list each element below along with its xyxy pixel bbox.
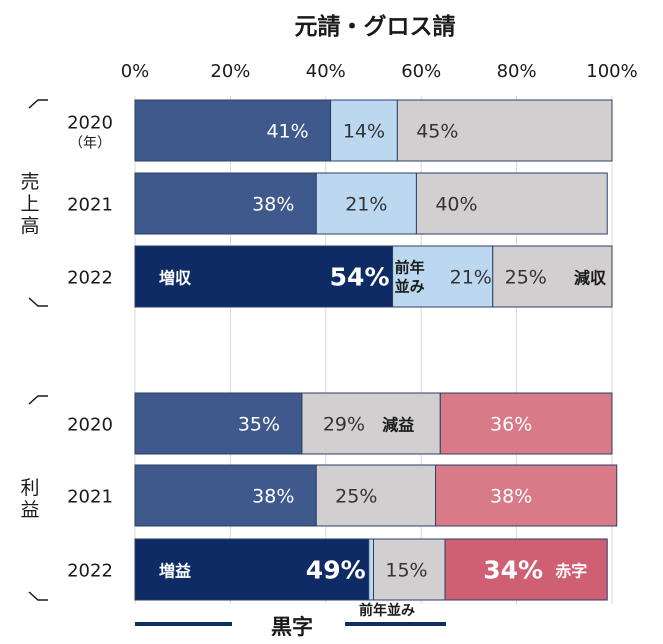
row-year-label: 2020: [67, 415, 113, 436]
bar-value-label: 25%: [505, 267, 547, 289]
group-label-char: 益: [20, 499, 39, 521]
row-year-label: 2022: [67, 561, 113, 582]
bar-value-label: 38%: [252, 194, 294, 216]
bar-value-label: 34%: [483, 556, 543, 585]
bar-segment-maedoshi: [368, 538, 375, 601]
row-labels: 2020 （年） 2021 2022 2020 2021 2022: [67, 113, 113, 582]
bar-value-label: 49%: [306, 556, 366, 585]
bracket-bottom: [28, 591, 48, 601]
bar-value-label: 38%: [490, 486, 532, 508]
bar-value-label: 21%: [450, 267, 492, 289]
bar-segment-gray: [396, 99, 613, 162]
row-year-label: 2021: [67, 487, 113, 508]
bar-tag-label: 増収: [159, 269, 192, 288]
group-label-char: 利: [20, 477, 39, 499]
bar-value-label: 15%: [385, 560, 427, 582]
bar-tag-label: 赤字: [555, 562, 587, 581]
bar-tag-label: 減収: [574, 269, 607, 288]
legend-label-kuroji: 黒字: [271, 615, 313, 639]
legend-label-maedoshi: 前年並み: [359, 602, 415, 619]
bar-value-label: 45%: [416, 121, 458, 143]
bar-segment-gray: [492, 245, 613, 308]
bar-segment-akaji: [444, 538, 608, 601]
bar-value-label: 36%: [490, 414, 532, 436]
group-label-char: 高: [20, 215, 39, 237]
bars: 41% 14% 45% 38% 21% 40% 54% 増収 21% 前年並み 25% 減収 35% 29…: [134, 99, 618, 601]
bottom-legend: 黒字 前年並み: [135, 602, 446, 639]
gridlines: [134, 96, 613, 604]
chart-title: 元請・グロス請: [295, 13, 456, 40]
row-year-label: 2022: [67, 268, 113, 289]
bar-segment-gray: [415, 172, 608, 235]
bar-tag-label: 増益: [159, 562, 191, 581]
bar-segment-kuroji: [134, 245, 394, 308]
x-tick-label: 100%: [586, 61, 637, 82]
x-tick-label: 0%: [121, 61, 150, 82]
bar-segment-kuroji: [134, 464, 317, 527]
x-tick-label: 80%: [497, 61, 537, 82]
bar-segment-maedoshi: [392, 245, 494, 308]
bar-tag-label: 減益: [382, 416, 414, 435]
group-label-char: 売: [20, 171, 39, 193]
row-unit-label: （年）: [69, 136, 111, 152]
bar-tag-label: 前年: [395, 259, 425, 277]
bracket-top: [28, 99, 48, 109]
bar-segment-akaji: [435, 464, 618, 527]
bar-segment-kuroji: [134, 392, 303, 455]
bracket-bottom: [28, 297, 48, 307]
bar-value-label: 14%: [343, 121, 385, 143]
x-tick-label: 40%: [306, 61, 346, 82]
bar-tag-label: 並み: [395, 278, 425, 296]
x-axis-ticks: 0% 20% 40% 60% 80% 100%: [121, 61, 638, 82]
bar-value-label: 25%: [335, 486, 377, 508]
row-year-label: 2020: [67, 113, 113, 134]
row-year-label: 2021: [67, 195, 113, 216]
x-tick-label: 60%: [401, 61, 441, 82]
bar-segment-gray: [301, 392, 441, 455]
group-label-char: 上: [20, 193, 39, 215]
bar-value-label: 41%: [266, 121, 308, 143]
x-tick-label: 20%: [210, 61, 250, 82]
bar-segment-kuroji: [134, 172, 317, 235]
bar-segment-gray: [373, 538, 446, 601]
bar-value-label: 40%: [435, 194, 477, 216]
bar-value-label: 38%: [252, 486, 294, 508]
bar-value-label: 29%: [323, 414, 365, 436]
bar-value-label: 35%: [238, 414, 280, 436]
bar-value-label: 21%: [345, 194, 387, 216]
bar-segment-akaji: [439, 392, 613, 455]
bar-segment-gray: [315, 464, 437, 527]
bracket-top: [28, 395, 48, 405]
bar-segment-kuroji: [134, 99, 332, 162]
bar-segment-maedoshi: [315, 172, 417, 235]
bar-value-label: 54%: [330, 263, 390, 292]
